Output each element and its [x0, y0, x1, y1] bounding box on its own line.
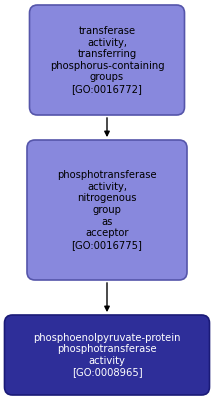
FancyBboxPatch shape — [5, 315, 209, 395]
FancyBboxPatch shape — [29, 5, 184, 115]
FancyBboxPatch shape — [27, 140, 187, 280]
Text: phosphotransferase
activity,
nitrogenous
group
as
acceptor
[GO:0016775]: phosphotransferase activity, nitrogenous… — [57, 170, 157, 250]
Text: phosphoenolpyruvate-protein
phosphotransferase
activity
[GO:0008965]: phosphoenolpyruvate-protein phosphotrans… — [33, 333, 181, 378]
Text: transferase
activity,
transferring
phosphorus-containing
groups
[GO:0016772]: transferase activity, transferring phosp… — [50, 26, 164, 94]
